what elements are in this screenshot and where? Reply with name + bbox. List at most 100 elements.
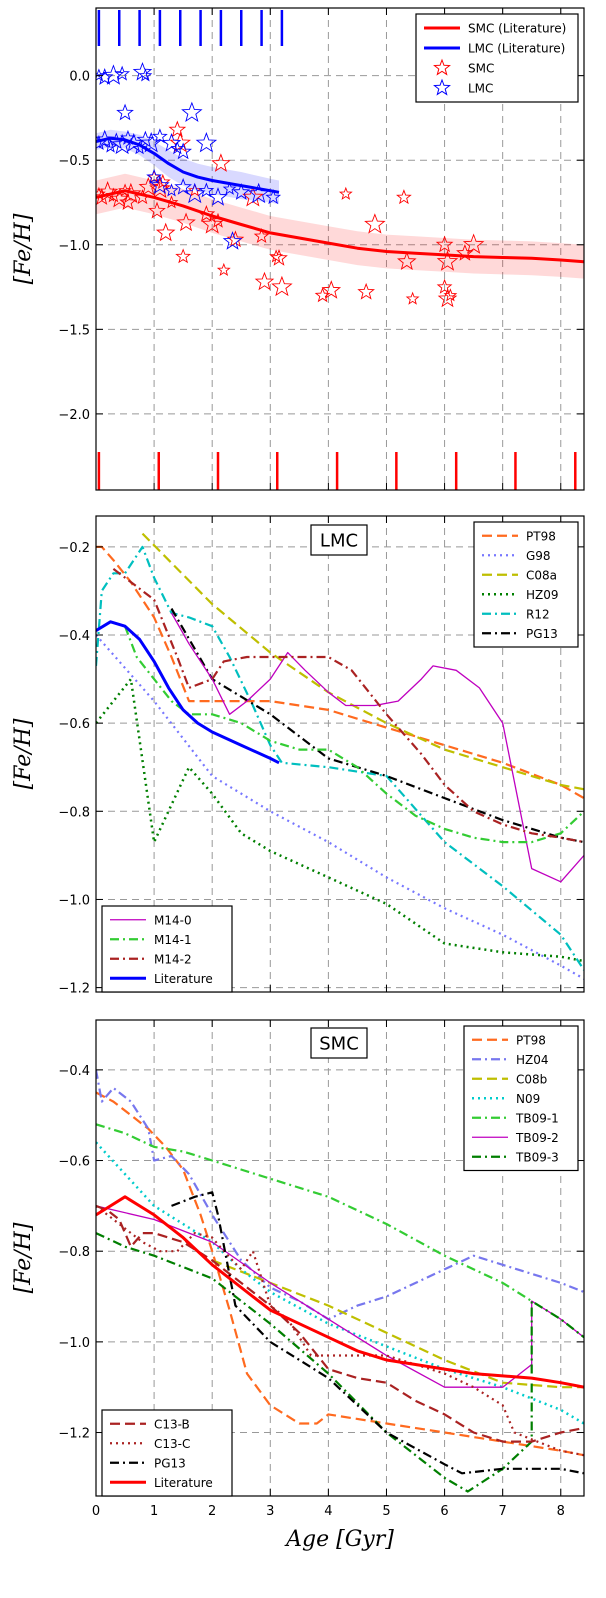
legend-entry-lmc-literature: LMC (Literature) [468,42,565,56]
legend-entry-smc-literature: SMC (Literature) [468,22,566,36]
point-smc [176,212,196,232]
x-tick-label: 0 [92,1504,100,1519]
point-smc [436,278,453,294]
point-lmc [174,142,192,160]
y-axis-label: [Fe/H] [11,1222,36,1293]
point-smc [321,280,342,299]
x-tick-label: 4 [324,1504,332,1519]
legend: PT98 HZ04 C08b N09 TB09-1 TB09-2 TB09-3 [463,1025,579,1172]
series-g98 [96,634,584,980]
series-lmc-literature [96,136,280,194]
point-lmc [103,139,118,153]
series-r12 [96,545,584,971]
x-tick-label: 6 [440,1504,448,1519]
point-smc [201,213,223,234]
panel-tag: LMC [320,531,358,552]
point-smc [405,291,420,305]
point-lmc [138,68,153,82]
axes-frame [95,7,585,491]
point-smc [338,186,353,200]
x-tick-label: 7 [499,1504,507,1519]
series-m14-2 [112,568,584,844]
legend: M14-0 M14-1 M14-2 Literature [101,905,233,993]
legend-entry-r12: R12 [526,607,550,621]
point-smc [216,262,231,277]
point-lmc [161,133,182,152]
legend-entry-c13-c: C13-C [154,1437,190,1451]
series-literature [96,1195,584,1389]
point-lmc [265,189,282,205]
y-tick-label: −0.4 [58,1064,90,1079]
point-smc [155,222,176,242]
point-lmc [102,64,125,85]
y-tick-label: −0.6 [58,717,90,732]
legend-entry-literature: Literature [154,972,213,986]
legend-swatch-smc [433,58,451,76]
x-tick-label: 5 [382,1504,390,1519]
panel-middle: −0.2 −0.4 −0.6 −0.8 −1.0 −1.2 [Fe/H] LMC PT98 G98… [11,515,585,997]
point-lmc [184,182,206,204]
y-tick-label: −1.0 [58,239,90,254]
point-smc [271,275,293,297]
point-smc [168,120,187,138]
y-tick-label: −0.5 [58,154,90,169]
axes-frame [95,515,585,993]
legend-entry-hz04: HZ04 [516,1053,549,1067]
legend-entry-m14-1: M14-1 [154,933,192,947]
point-smc [138,176,159,196]
legend-entry-c08b: C08b [516,1072,547,1086]
panel-tag: SMC [319,1034,359,1055]
panel-bottom: −0.4 −0.6 −0.8 −1.0 −1.2 0 1 2 3 4 5 6 7 8 [Fe/H] Age [… [11,1019,585,1552]
legend-entry-hz09: HZ09 [526,588,559,602]
point-smc [175,248,192,264]
series-smc-literature [96,189,584,264]
point-smc [396,189,412,205]
series-c13-c [96,1205,584,1457]
series-tb09-3 [96,1232,584,1493]
point-lmc [150,175,170,194]
y-tick-label: −0.8 [58,805,90,820]
series-m14-0 [170,612,584,883]
legend-entry-c13-b: C13-B [154,1417,190,1431]
legend-entry-n09: N09 [516,1092,540,1106]
point-lmc [164,183,179,197]
legend-entry-tb09-3: TB09-3 [515,1150,559,1164]
legend: C13-B C13-C PG13 Literature [101,1409,233,1497]
y-tick-label: −0.8 [58,1245,90,1260]
y-tick-label: −0.4 [58,629,90,644]
series-m14-1 [123,625,584,844]
point-smc [357,282,375,300]
y-tick-label: −1.0 [58,1336,90,1351]
point-smc [149,177,171,199]
y-tick-label: −2.0 [58,408,90,423]
point-lmc [181,101,203,122]
series-pt98 [96,545,584,800]
legend-entry-m14-0: M14-0 [154,913,192,927]
legend: PT98 G98 C08a HZ09 R12 PG13 [473,521,579,648]
series-pt98 [96,1091,584,1457]
series-hz04 [96,1069,584,1321]
plot-area-middle [96,532,584,980]
legend-entry-g98: G98 [526,549,551,563]
band-smc-literature [96,173,584,279]
point-smc [96,181,119,202]
y-tick-label: 0.0 [69,70,90,85]
point-smc [397,251,417,271]
legend-entry-tb09-1: TB09-1 [515,1111,559,1125]
axes-frame [95,1019,585,1497]
point-smc [443,288,458,302]
legend-entry-smc: SMC [468,62,494,76]
point-smc [270,249,288,266]
legend-entry-pg13: PG13 [154,1456,186,1470]
point-smc [211,153,231,172]
point-lmc [146,168,162,184]
y-tick-label: −1.2 [58,1427,90,1442]
legend-entry-pt98: PT98 [526,529,556,543]
point-smc [148,201,166,219]
y-tick-label: −1.5 [58,323,90,338]
legend-entry-lmc: LMC [468,82,493,96]
series-c08a [141,532,584,791]
point-smc [253,228,270,244]
series-pg13 [171,1191,584,1475]
point-lmc [195,132,218,153]
